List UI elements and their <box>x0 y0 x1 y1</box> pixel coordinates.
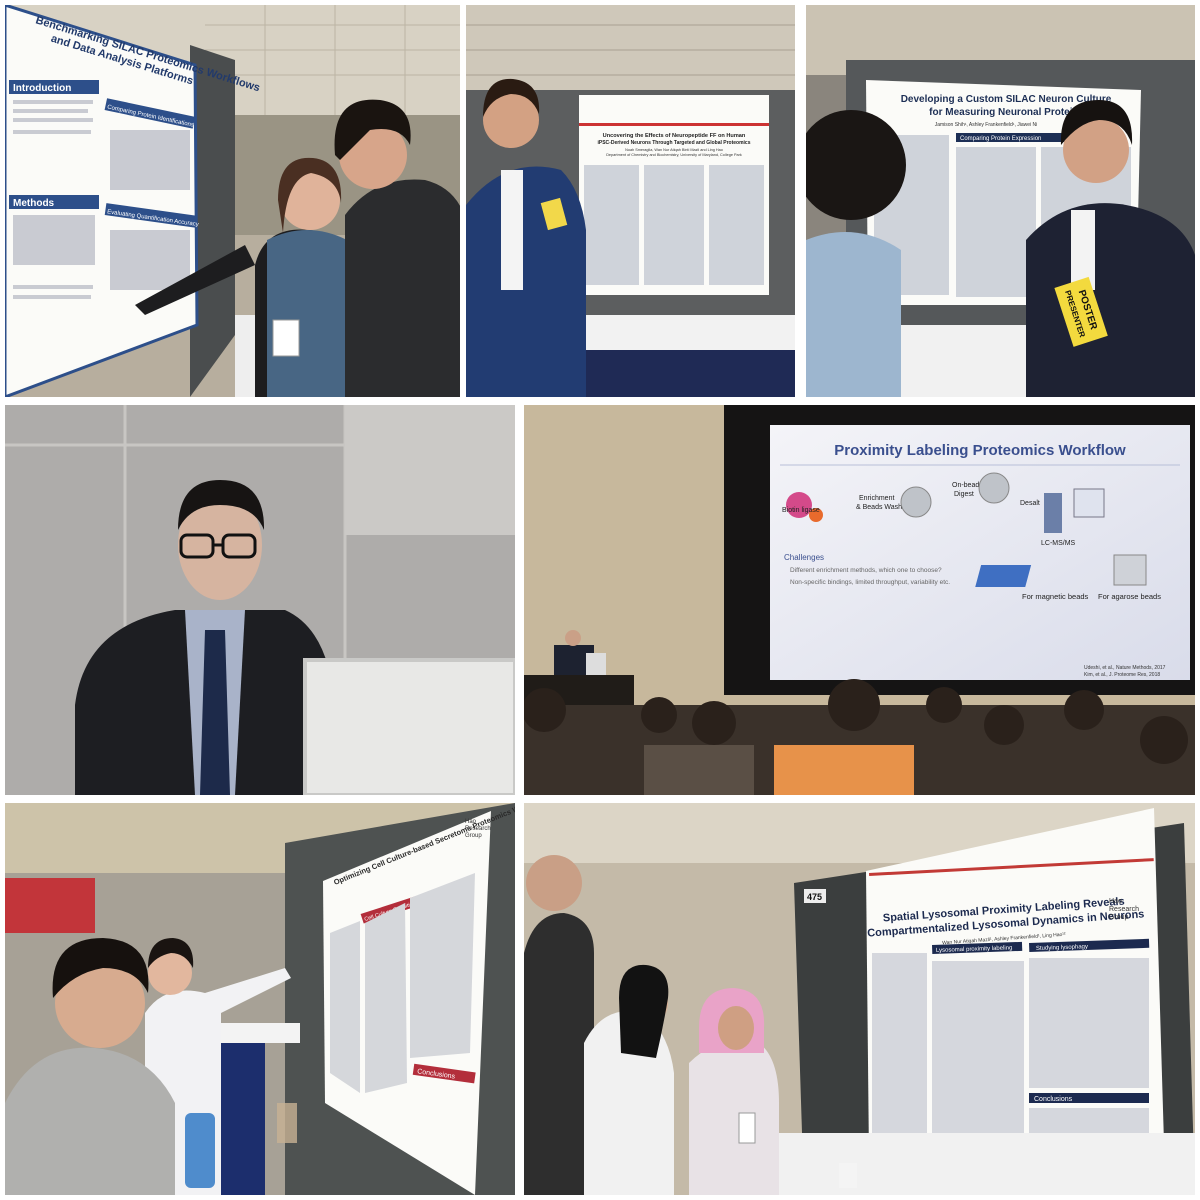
slide-bullet: Non-specific bindings, limited throughpu… <box>790 579 950 586</box>
section-heading: Conclusions <box>1034 1096 1073 1103</box>
slide-step: LC-MS/MS <box>1041 540 1076 547</box>
slide-step: Desalt <box>1020 500 1040 507</box>
group-logo: Hao <box>1109 898 1122 905</box>
slide-step: Biotin ligase <box>782 507 820 514</box>
poster-title-line: for Measuring Neuronal Protein Tu <box>929 107 1093 118</box>
photo: Optimizing Cell Culture-based Secretome … <box>5 803 515 1195</box>
group-logo: Group <box>465 833 482 839</box>
group-logo: Hao <box>465 819 477 825</box>
photo: 475 Spatial Lysosomal Proximity Labeling… <box>524 803 1195 1195</box>
photo: Uncovering the Effects of Neuropeptide F… <box>466 5 795 397</box>
slide-title: Proximity Labeling Proteomics Workflow <box>834 442 1126 459</box>
poster-title-line: iPSC-Derived Neurons Through Targeted an… <box>598 140 751 146</box>
group-logo: Research <box>465 826 491 832</box>
group-logo: Research <box>1109 906 1139 913</box>
slide-bullet: Different enrichment methods, which one … <box>790 567 942 574</box>
slide-step: & Beads Wash <box>856 504 902 511</box>
badge: POSTER PRESENTER <box>1054 276 1108 347</box>
photo: Benchmarking SILAC Proteomics Workflows … <box>5 5 460 397</box>
poster-title-line: Uncovering the Effects of Neuropeptide F… <box>603 133 746 139</box>
poster-authors: Noah Smeraglia, Wan Nur Atiqah Binti Maz… <box>625 148 723 152</box>
poster-affiliation: Department of Chemistry and Biochemistry… <box>606 153 742 157</box>
poster-title-line: Developing a Custom SILAC Neuron Culture <box>901 94 1112 105</box>
slide-label: For magnetic beads <box>1022 592 1089 601</box>
photo: Developing a Custom SILAC Neuron Culture… <box>806 5 1195 397</box>
section-heading: Comparing Protein Expression <box>960 136 1041 142</box>
slide-step: Enrichment <box>859 495 894 502</box>
slide-heading: Challenges <box>784 553 824 562</box>
section-heading: Lysosomal proximity labeling <box>936 945 1013 954</box>
photo <box>5 405 515 795</box>
section-heading: Studying lysophagy <box>1036 944 1088 952</box>
section-heading: Methods <box>13 198 55 209</box>
slide-label: For agarose beads <box>1098 592 1161 601</box>
photo: Proximity Labeling Proteomics Workflow B… <box>524 405 1195 795</box>
poster-authors: Jamison Shih¹, Ashley Frankenfield¹, Jia… <box>935 122 1038 128</box>
slide-step: On-bead <box>952 482 979 489</box>
slide-step: Digest <box>954 491 974 498</box>
group-logo: Group <box>1109 914 1129 921</box>
slide-reference: Udeshi, et al., Nature Methods, 2017 <box>1084 665 1166 671</box>
slide-reference: Kim, et al., J. Proteome Res, 2018 <box>1084 672 1160 678</box>
board-number: 475 <box>807 892 822 902</box>
section-heading: Introduction <box>13 83 71 94</box>
